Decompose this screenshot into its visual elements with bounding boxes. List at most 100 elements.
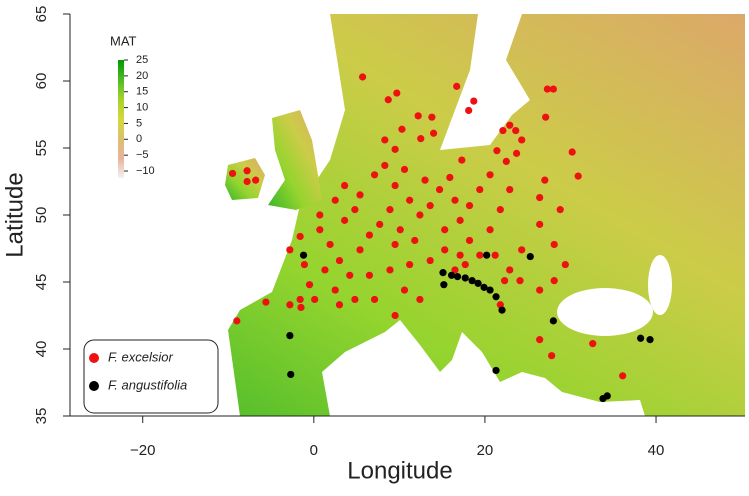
point [465, 202, 474, 210]
y-axis-title: Latitude [1, 172, 28, 257]
point [476, 185, 484, 194]
point [441, 226, 449, 234]
point [456, 216, 464, 224]
point [391, 181, 399, 190]
point [516, 277, 524, 285]
point [498, 306, 506, 314]
point [370, 295, 379, 304]
point [331, 196, 339, 204]
point [461, 274, 469, 282]
point [384, 96, 392, 104]
point [568, 148, 576, 156]
point [496, 206, 504, 214]
point [335, 256, 344, 265]
point [461, 260, 469, 269]
point [518, 246, 526, 254]
point [441, 246, 449, 254]
point [541, 176, 549, 184]
point [465, 236, 474, 245]
y-tick-label: 65 [33, 6, 50, 23]
colorbar-tick-label: 0 [136, 133, 142, 145]
point [299, 251, 308, 259]
point [396, 226, 404, 234]
point [300, 260, 309, 269]
point [428, 113, 436, 121]
point [439, 269, 447, 277]
point [341, 216, 349, 224]
colorbar-tick-label: −5 [136, 149, 149, 161]
point [574, 172, 582, 180]
point [370, 171, 379, 179]
point [506, 266, 514, 274]
point [406, 260, 414, 269]
point [536, 193, 544, 202]
colorbar [118, 60, 124, 178]
point [416, 295, 424, 304]
colorbar-title: MAT [110, 33, 137, 48]
y-tick-label: 40 [33, 341, 50, 358]
point [286, 301, 294, 309]
point [376, 220, 384, 228]
point [526, 252, 534, 261]
point [451, 196, 459, 204]
point [414, 112, 422, 120]
point [351, 295, 359, 304]
point [398, 125, 406, 133]
point [646, 336, 654, 344]
point [550, 277, 558, 285]
x-tick-label: 0 [310, 442, 318, 459]
y-tick-label: 35 [33, 408, 50, 425]
point [386, 206, 394, 214]
point [393, 89, 401, 97]
point [305, 281, 314, 289]
point [400, 165, 409, 174]
point [391, 240, 399, 249]
point [400, 286, 409, 294]
legend-box [83, 339, 219, 414]
colorbar-tick-label: 20 [136, 70, 148, 82]
point [476, 251, 484, 259]
point [391, 145, 399, 153]
x-tick-label: −20 [130, 442, 155, 459]
point [429, 129, 438, 137]
point [502, 157, 510, 165]
point [286, 332, 294, 340]
point [506, 185, 514, 194]
point [381, 161, 389, 170]
point [501, 277, 509, 285]
point [499, 126, 507, 135]
point [549, 85, 557, 93]
point [470, 97, 478, 105]
point [287, 370, 295, 379]
point [365, 271, 374, 279]
point [458, 156, 466, 164]
point [331, 286, 339, 294]
point [416, 211, 424, 219]
point [492, 293, 500, 301]
x-tick-label: 40 [648, 442, 665, 459]
point [483, 251, 491, 259]
legend-marker [89, 381, 99, 391]
point [421, 176, 429, 184]
point [296, 295, 304, 304]
point [316, 226, 324, 234]
point [446, 173, 454, 182]
point [365, 231, 374, 239]
point [549, 317, 557, 325]
point [486, 171, 494, 179]
point [637, 334, 645, 342]
colorbar-tick-label: 10 [136, 101, 148, 113]
x-axis-title: Longitude [347, 457, 452, 484]
y-tick-label: 60 [33, 73, 50, 90]
point [491, 251, 499, 259]
point [286, 246, 294, 254]
point [474, 279, 482, 287]
point [311, 295, 319, 304]
point [426, 202, 434, 210]
y-tick-label: 50 [33, 207, 50, 224]
point [296, 232, 304, 241]
point [465, 106, 473, 115]
y-tick-label: 45 [33, 274, 50, 291]
